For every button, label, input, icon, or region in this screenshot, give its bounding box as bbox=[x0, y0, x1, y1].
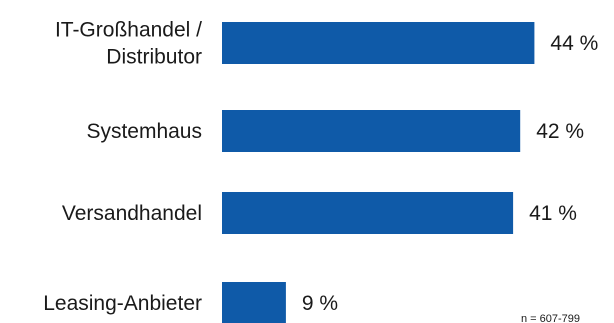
value-label-1: 42 % bbox=[536, 120, 584, 143]
category-label-2: Versandhandel bbox=[62, 202, 202, 225]
value-label-0: 44 % bbox=[550, 32, 598, 55]
category-label-0: IT-Großhandel / Distributor bbox=[55, 19, 202, 69]
bar-2 bbox=[222, 192, 514, 234]
bar-3 bbox=[222, 282, 286, 323]
value-label-3: 9 % bbox=[302, 292, 338, 315]
sample-size-note: n = 607-799 bbox=[521, 313, 580, 323]
category-label-0-line-0: IT-Großhandel / bbox=[55, 19, 202, 42]
category-label-1-line-0: Systemhaus bbox=[86, 120, 202, 143]
category-label-2-line-0: Versandhandel bbox=[62, 202, 202, 225]
category-label-0-line-1: Distributor bbox=[106, 46, 202, 69]
bar-0 bbox=[222, 22, 535, 64]
category-label-1: Systemhaus bbox=[86, 120, 202, 143]
category-label-3-line-0: Leasing-Anbieter bbox=[43, 292, 202, 315]
value-label-2: 41 % bbox=[529, 202, 577, 225]
bars-group bbox=[222, 22, 535, 323]
category-labels: IT-Großhandel / Distributor Systemhaus Vers… bbox=[43, 19, 202, 316]
bar-1 bbox=[222, 110, 521, 152]
category-label-3: Leasing-Anbieter bbox=[43, 292, 202, 315]
value-labels: 44 % 42 % 41 % 9 % bbox=[302, 32, 598, 315]
